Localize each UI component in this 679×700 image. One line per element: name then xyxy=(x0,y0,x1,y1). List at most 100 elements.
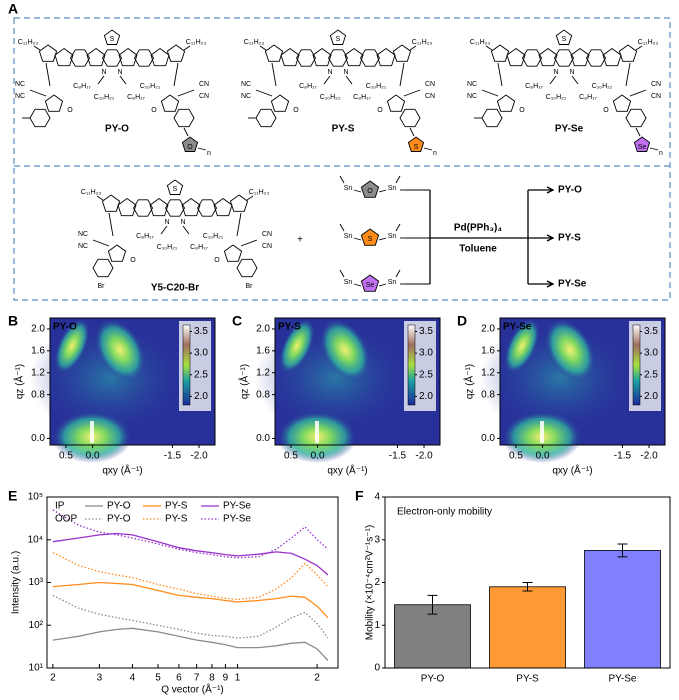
y-axis-label: Intensity (a.u.) xyxy=(11,551,22,614)
benzene-ring xyxy=(481,108,503,128)
atom-label: O xyxy=(130,257,136,264)
y-tick-label: 1.6 xyxy=(256,345,270,356)
x-tick-label: 0.0 xyxy=(536,451,550,462)
vinyl-bond xyxy=(399,62,405,87)
legend-label: PY-Se xyxy=(223,501,251,512)
y-axis-label: qz (Å⁻¹) xyxy=(238,364,251,399)
x-tick-label: -1.5 xyxy=(389,451,407,462)
core-ring xyxy=(553,49,575,67)
bar xyxy=(584,550,661,669)
y-tick-label: 0.8 xyxy=(256,389,270,400)
core-ring xyxy=(506,47,526,67)
bond xyxy=(395,269,401,278)
colorbar-tick-label: 2.0 xyxy=(419,391,433,402)
panel-label: A xyxy=(8,1,18,17)
annotation: Electron-only mobility xyxy=(397,507,492,518)
atom-label: NC xyxy=(78,231,88,238)
vinyl-bond xyxy=(625,62,631,87)
vinyl-bond xyxy=(108,212,114,237)
atom-label: S xyxy=(336,36,341,43)
pattern-title: PY-O xyxy=(53,322,77,333)
core-ring xyxy=(376,47,396,67)
atom-label: NC xyxy=(467,81,477,88)
chain-label: C₁₁H₂₃ xyxy=(638,39,659,46)
indanone-ring xyxy=(386,94,406,112)
colorbar-tick-label: 2.5 xyxy=(644,369,658,380)
colorbar xyxy=(407,324,416,406)
bond xyxy=(485,45,493,51)
y-tick-label: 10⁴ xyxy=(28,534,43,545)
molecule-name: PY-S xyxy=(332,124,355,135)
bond xyxy=(339,223,345,232)
core-ring xyxy=(344,47,364,67)
intensity-line xyxy=(52,552,329,601)
vinyl-bond xyxy=(497,62,503,87)
core-ring xyxy=(164,199,186,217)
x-tick-label: PY-O xyxy=(421,674,445,685)
thiophene-ring xyxy=(166,44,186,62)
pattern-frame xyxy=(49,317,216,446)
thiophene-ring xyxy=(38,44,58,62)
atom-label: CN xyxy=(651,81,661,88)
atom-label: Sn xyxy=(344,185,353,192)
x-tick-label: 0.5 xyxy=(509,451,523,462)
atom-label: O xyxy=(67,107,73,114)
core-ring xyxy=(213,197,233,217)
x-tick-label: -2.0 xyxy=(415,451,433,462)
thiophene-ring xyxy=(618,44,638,62)
x-tick-label: 0.5 xyxy=(59,451,73,462)
thiophene-ring xyxy=(490,44,510,62)
colorbar-tick-label: 2.0 xyxy=(644,391,658,402)
y-tick-label: 1.2 xyxy=(481,367,495,378)
atom-label: CN xyxy=(199,81,209,88)
bond xyxy=(183,127,189,137)
bond xyxy=(183,45,191,51)
x-tick-label: 2 xyxy=(314,673,320,684)
core-ring xyxy=(327,49,349,67)
atom-label: n xyxy=(659,150,663,157)
vinyl-bond xyxy=(173,62,179,87)
colorbar-tick-label: 2.5 xyxy=(419,369,433,380)
atom-label: n xyxy=(207,150,211,157)
x-tick-label: PY-Se xyxy=(609,674,637,685)
product-name: PY-S xyxy=(558,233,581,244)
core-ring xyxy=(54,47,74,67)
molecule-name: PY-Se xyxy=(555,124,584,135)
monomer-ring xyxy=(360,228,380,246)
atom-label: CN xyxy=(425,93,435,100)
atom-label: N xyxy=(180,219,185,226)
colorbar-tick-label: 3.5 xyxy=(194,326,208,337)
arrow xyxy=(528,186,555,194)
chain-label: C₁₀H₂₁ xyxy=(203,233,224,240)
bond xyxy=(96,195,104,201)
atom-label: O xyxy=(603,107,609,114)
chain-label: C₁₁H₂₃ xyxy=(81,189,102,196)
legend-group-label: OOP xyxy=(55,514,78,525)
chain-label: C₁₀H₂₁ xyxy=(546,94,567,101)
core-ring xyxy=(86,47,106,67)
chain-label: C₈H₁₇ xyxy=(73,83,91,90)
bond xyxy=(246,195,254,201)
lamellar-lobe xyxy=(319,318,371,382)
core-ring xyxy=(132,199,154,217)
bond xyxy=(409,127,415,137)
atom-label: Se xyxy=(638,144,647,151)
chain-label: C₁₀H₂₁ xyxy=(140,83,161,90)
bond xyxy=(33,45,41,51)
legend-label: PY-O xyxy=(107,501,131,512)
y-tick-label: 0.0 xyxy=(31,433,45,444)
bar xyxy=(489,586,566,669)
chain-label: C₈H₁₇ xyxy=(190,244,208,251)
core-ring xyxy=(359,49,381,67)
legend-label: PY-O xyxy=(107,514,131,525)
substituent-ring xyxy=(633,136,651,152)
chain-label: C₈H₁₇ xyxy=(353,94,371,101)
atom-label: O xyxy=(293,107,299,114)
atom-label: Sn xyxy=(388,233,397,240)
error-bar xyxy=(617,543,628,558)
core-ring xyxy=(585,49,607,67)
bond xyxy=(395,175,401,184)
chain-label: C₁₀H₂₁ xyxy=(94,94,115,101)
y-tick-label: 1.2 xyxy=(256,367,270,378)
